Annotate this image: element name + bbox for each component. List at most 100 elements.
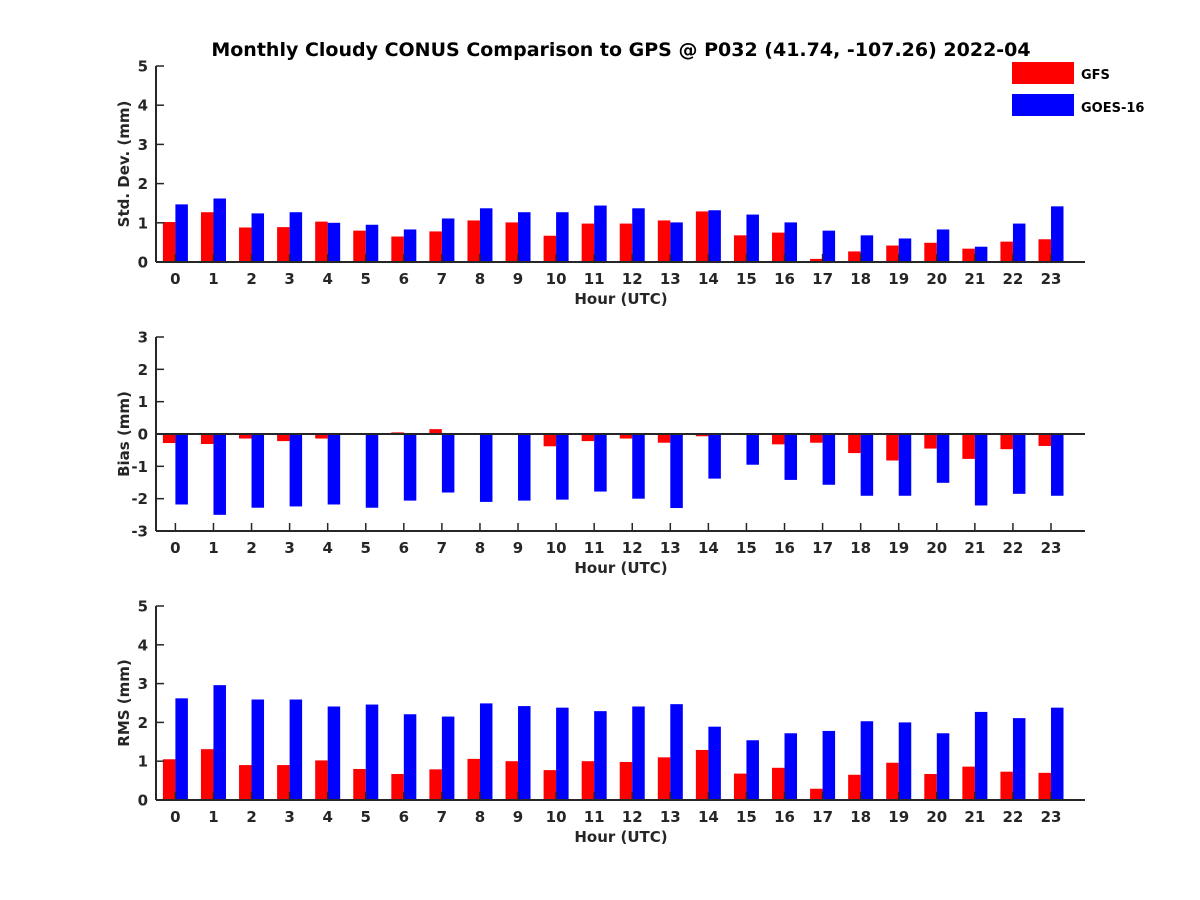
rms-bar-goes16-3: [290, 700, 303, 800]
rms-x-tick-label: 7: [437, 808, 447, 826]
bias-x-tick-label: 6: [399, 539, 409, 557]
stddev-x-tick-label: 20: [926, 270, 947, 288]
stddev-x-tick-label: 12: [622, 270, 643, 288]
stddev-x-tick-label: 16: [774, 270, 795, 288]
stddev-bar-goes16-5: [366, 225, 379, 262]
bias-bar-goes16-2: [252, 434, 264, 508]
bias-y-tick-label: 2: [138, 361, 148, 379]
rms-x-tick-label: 2: [246, 808, 256, 826]
rms-x-tick-label: 17: [812, 808, 833, 826]
rms-x-tick-label: 22: [1003, 808, 1024, 826]
stddev-bar-goes16-22: [1013, 224, 1025, 262]
bias-bar-gfs-18: [848, 434, 861, 453]
stddev-bar-goes16-3: [290, 212, 303, 262]
stddev-x-tick-label: 10: [546, 270, 567, 288]
bias-bar-goes16-18: [861, 434, 874, 496]
rms-x-tick-label: 4: [322, 808, 332, 826]
bias-bar-gfs-11: [582, 434, 595, 441]
rms-bar-gfs-5: [353, 769, 366, 800]
rms-bar-gfs-2: [239, 765, 252, 800]
rms-x-tick-label: 1: [208, 808, 218, 826]
stddev-bar-goes16-13: [670, 222, 683, 262]
bias-x-tick-label: 9: [513, 539, 523, 557]
rms-bar-gfs-19: [886, 763, 899, 800]
bias-x-tick-label: 12: [622, 539, 643, 557]
stddev-bar-goes16-19: [899, 238, 912, 262]
rms-bar-gfs-20: [924, 774, 937, 800]
bias-y-axis-label: Bias (mm): [115, 391, 133, 477]
bias-bar-goes16-15: [746, 434, 759, 465]
stddev-bar-goes16-14: [708, 210, 721, 262]
stddev-bar-goes16-4: [328, 223, 341, 262]
bias-bar-goes16-23: [1051, 434, 1064, 496]
rms-bar-gfs-17: [810, 789, 823, 800]
rms-bar-goes16-16: [785, 733, 798, 800]
rms-bar-goes16-5: [366, 705, 379, 800]
rms-x-tick-label: 12: [622, 808, 643, 826]
stddev-y-tick-label: 5: [138, 58, 148, 76]
rms-bar-gfs-12: [620, 762, 633, 800]
bias-bar-goes16-7: [442, 434, 455, 493]
bias-x-tick-label: 16: [774, 539, 795, 557]
rms-x-tick-label: 5: [361, 808, 371, 826]
rms-bar-gfs-10: [544, 770, 557, 800]
bias-bar-goes16-6: [404, 434, 417, 501]
legend-label-goes16: GOES-16: [1081, 101, 1144, 116]
stddev-x-tick-label: 19: [888, 270, 909, 288]
rms-bar-gfs-1: [201, 749, 214, 800]
rms-bar-goes16-22: [1013, 718, 1025, 800]
rms-y-tick-label: 4: [138, 636, 148, 654]
rms-bar-gfs-23: [1039, 773, 1052, 800]
bias-x-tick-label: 18: [850, 539, 871, 557]
stddev-bar-gfs-21: [962, 249, 975, 262]
stddev-x-tick-label: 1: [208, 270, 218, 288]
stddev-bar-goes16-20: [937, 229, 950, 262]
stddev-bar-gfs-12: [620, 224, 633, 262]
bias-bar-goes16-10: [556, 434, 569, 500]
stddev-bar-goes16-12: [632, 208, 645, 262]
stddev-x-tick-label: 13: [660, 270, 681, 288]
bias-bar-goes16-11: [594, 434, 607, 492]
rms-bar-gfs-22: [1000, 772, 1013, 800]
stddev-x-tick-label: 11: [584, 270, 605, 288]
stddev-bar-gfs-5: [353, 231, 366, 262]
stddev-y-tick-label: 1: [138, 214, 148, 232]
rms-bar-goes16-21: [975, 712, 988, 800]
bias-x-tick-label: 7: [437, 539, 447, 557]
bias-y-tick-label: -1: [131, 458, 148, 476]
bias-x-tick-label: 10: [546, 539, 567, 557]
rms-y-tick-label: 2: [138, 714, 148, 732]
bias-bar-gfs-21: [962, 434, 975, 459]
stddev-x-tick-label: 22: [1003, 270, 1024, 288]
stddev-bar-goes16-21: [975, 247, 988, 262]
bias-bar-goes16-14: [708, 434, 721, 479]
stddev-y-axis-label: Std. Dev. (mm): [115, 101, 133, 228]
stddev-y-tick-label: 2: [138, 175, 148, 193]
stddev-x-tick-label: 4: [322, 270, 332, 288]
stddev-bar-goes16-1: [213, 199, 226, 263]
stddev-bar-goes16-2: [252, 213, 264, 262]
rms-bar-goes16-13: [670, 704, 683, 800]
rms-y-tick-label: 5: [138, 598, 148, 616]
bias-bar-gfs-1: [201, 434, 214, 444]
bias-bar-goes16-1: [213, 434, 226, 515]
bias-x-tick-label: 11: [584, 539, 605, 557]
bias-y-tick-label: -3: [131, 523, 148, 541]
rms-x-tick-label: 18: [850, 808, 871, 826]
stddev-bar-goes16-15: [746, 215, 759, 262]
rms-bar-goes16-4: [328, 706, 341, 800]
rms-x-tick-label: 15: [736, 808, 757, 826]
rms-x-tick-label: 9: [513, 808, 523, 826]
chart-figure: Monthly Cloudy CONUS Comparison to GPS @…: [0, 0, 1200, 900]
stddev-x-tick-label: 3: [284, 270, 294, 288]
bias-x-tick-label: 5: [361, 539, 371, 557]
rms-bar-goes16-18: [861, 721, 874, 800]
rms-x-tick-label: 6: [399, 808, 409, 826]
stddev-bar-goes16-8: [480, 208, 493, 262]
bias-y-tick-label: 1: [138, 393, 148, 411]
rms-x-tick-label: 0: [170, 808, 180, 826]
rms-bar-gfs-14: [696, 750, 709, 800]
stddev-y-tick-label: 0: [138, 254, 148, 272]
rms-bar-gfs-18: [848, 775, 861, 800]
bias-bar-gfs-10: [544, 434, 557, 446]
